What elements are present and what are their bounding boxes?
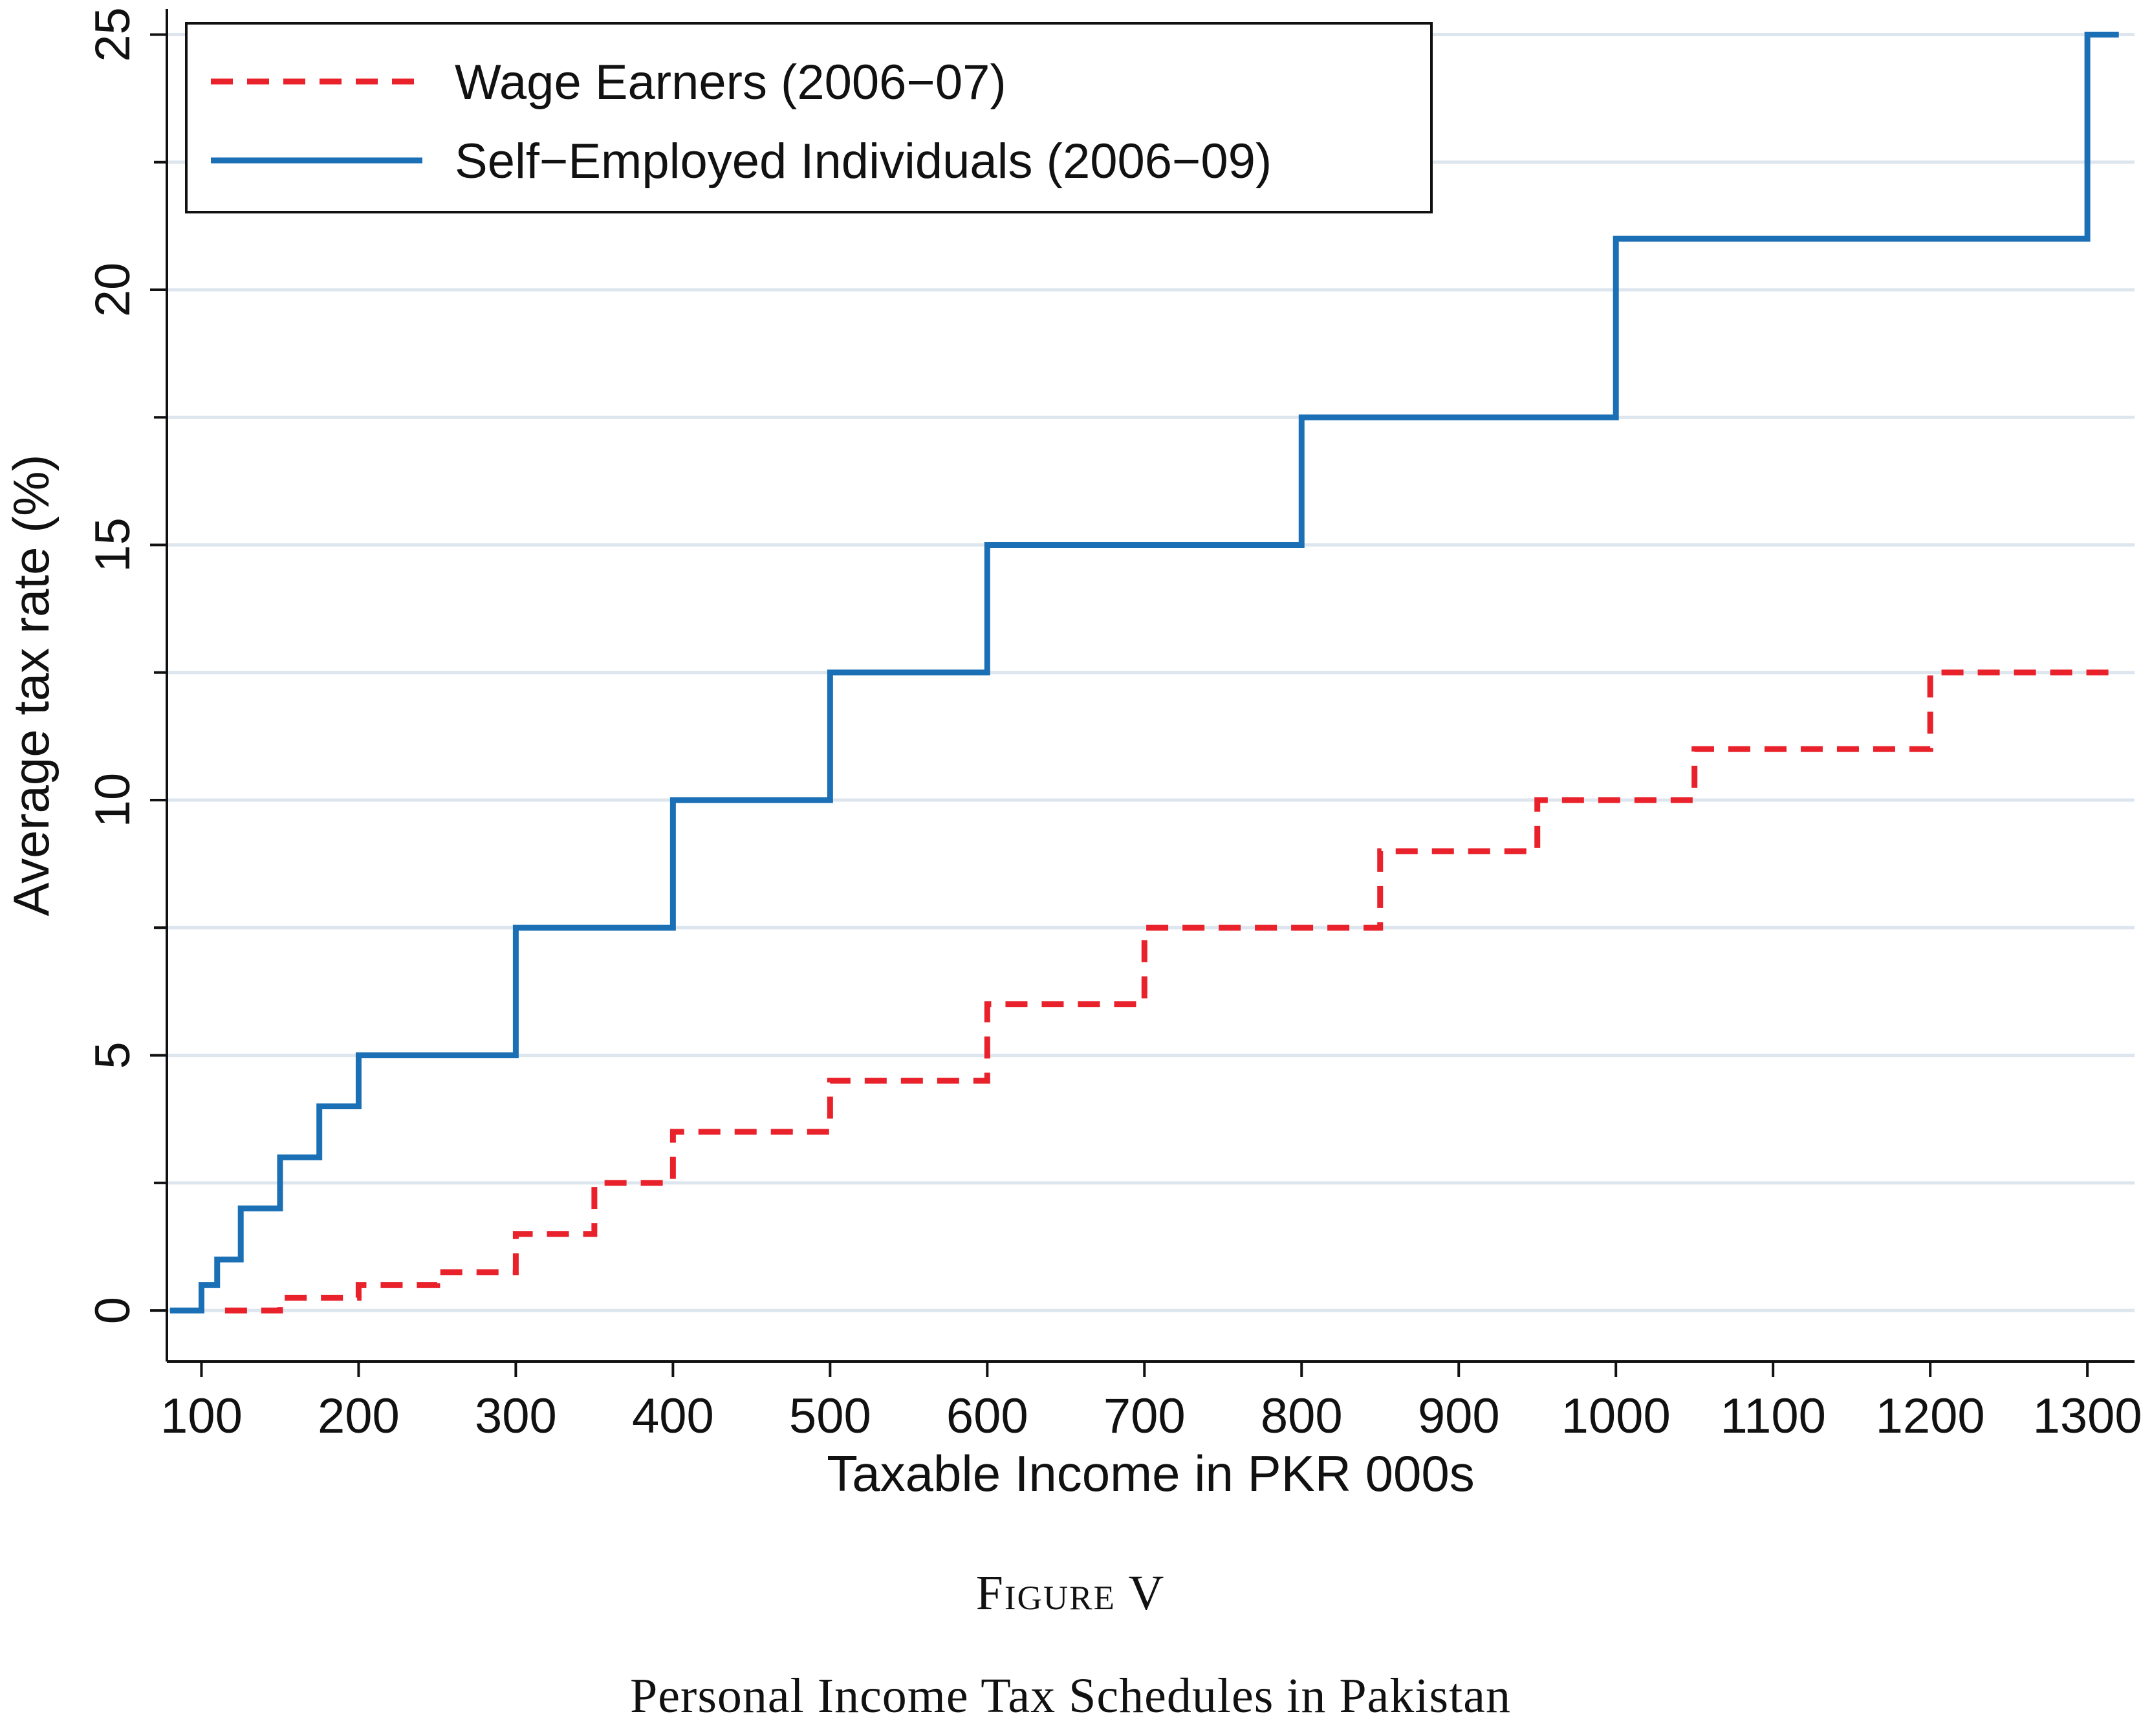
x-tick-label: 700 [1103, 1389, 1186, 1444]
legend-label: Wage Earners (2006−07) [455, 55, 1006, 110]
self-employed-line [169, 31, 2119, 1314]
y-tick-label: 25 [85, 7, 140, 62]
y-tick-label: 10 [85, 773, 140, 828]
x-tick-label: 1200 [1876, 1389, 1985, 1444]
x-tick-label: 100 [160, 1389, 243, 1444]
wage-earners-line [224, 669, 2119, 1314]
legend: Wage Earners (2006−07) Self−Employed Indi… [185, 22, 1433, 213]
legend-label: Self−Employed Individuals (2006−09) [455, 134, 1272, 189]
legend-box [185, 22, 1433, 213]
x-tick-label: 200 [318, 1389, 400, 1444]
x-tick-label: 1000 [1561, 1389, 1671, 1444]
figure-caption: Figure V Personal Income Tax Schedules i… [0, 1565, 2141, 1724]
x-axis-title: Taxable Income in PKR 000s [827, 1445, 1475, 1502]
plot-series [169, 31, 2119, 1314]
x-tick-label: 900 [1418, 1389, 1500, 1444]
gridlines [167, 32, 2135, 1312]
x-tick-label: 600 [946, 1389, 1028, 1444]
tax-schedule-chart: 0 5 10 15 20 25 100 200 300 400 500 600 700 800 900 100… [3, 7, 2141, 1502]
x-tick-label: 300 [475, 1389, 557, 1444]
figure-label: Figure V [975, 1566, 1166, 1620]
figure-title: Personal Income Tax Schedules in Pakista… [630, 1669, 1511, 1723]
x-tick-label: 1300 [2033, 1389, 2141, 1444]
x-tick-label: 800 [1261, 1389, 1343, 1444]
y-tick-label: 5 [85, 1041, 140, 1069]
y-tick-label: 20 [85, 263, 140, 318]
x-tick-label: 500 [789, 1389, 871, 1444]
y-tick-label: 15 [85, 517, 140, 572]
x-tick-label: 400 [632, 1389, 714, 1444]
y-tick-label: 0 [85, 1297, 140, 1324]
axes: 0 5 10 15 20 25 100 200 300 400 500 600 700 800 900 100… [85, 7, 2141, 1444]
y-axis-title: Average tax rate (%) [3, 455, 60, 917]
x-tick-label: 1100 [1720, 1389, 1825, 1444]
